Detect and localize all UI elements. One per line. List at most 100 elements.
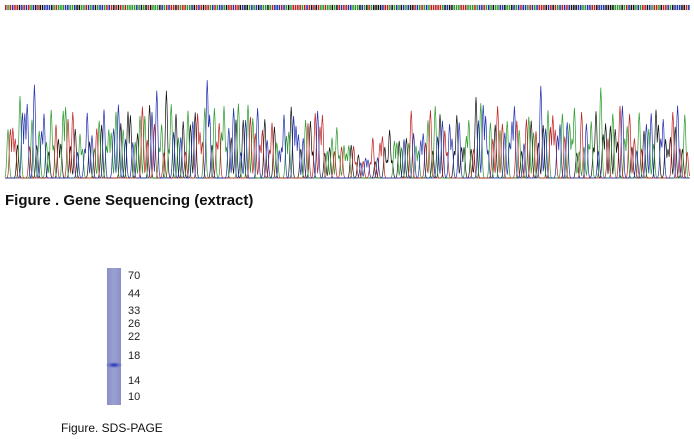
sequence-base — [205, 5, 207, 10]
sequence-base — [361, 5, 363, 10]
sequence-base — [292, 5, 294, 10]
sequence-base — [276, 5, 278, 10]
sequence-base — [616, 5, 619, 10]
sequence-base — [21, 5, 23, 10]
sequence-base — [297, 5, 299, 10]
sequence-base — [191, 5, 193, 10]
sequence-base — [419, 5, 421, 10]
sequence-base — [327, 5, 329, 10]
sequence-base — [90, 5, 92, 10]
sequence-base — [16, 5, 18, 10]
sequence-base — [166, 5, 168, 10]
sequence-base — [504, 5, 506, 10]
sequence-base — [253, 5, 255, 10]
sequence-base — [189, 5, 191, 10]
sequence-base — [402, 5, 405, 10]
sequence-base — [517, 5, 520, 10]
sequence-base — [115, 5, 117, 10]
sequence-base — [596, 5, 598, 10]
sequence-base — [103, 5, 106, 10]
sequence-base — [492, 5, 495, 10]
sequence-base — [145, 5, 147, 10]
sequence-base — [389, 5, 391, 10]
sequence-base — [522, 5, 524, 10]
sequence-base — [246, 5, 248, 10]
sequence-base — [175, 5, 177, 10]
sequence-base — [48, 5, 51, 10]
sequence-base — [575, 5, 577, 10]
sequence-base — [163, 5, 166, 10]
sequence-base — [262, 5, 265, 10]
sequence-base — [591, 5, 593, 10]
sequence-base — [653, 5, 656, 10]
sequence-base — [308, 5, 311, 10]
sequence-base — [143, 5, 145, 10]
sequence-base — [221, 5, 223, 10]
sequence-base — [630, 5, 633, 10]
sequence-base — [69, 5, 71, 10]
marker-label: 26 — [128, 318, 140, 330]
protein-band — [106, 362, 122, 368]
sequence-base — [60, 5, 62, 10]
sequence-base — [665, 5, 667, 10]
marker-label: 70 — [128, 270, 140, 282]
sequence-base — [674, 5, 676, 10]
sequence-base — [649, 5, 651, 10]
sequence-base — [267, 5, 269, 10]
sequence-base — [428, 5, 430, 10]
sequence-base — [607, 5, 610, 10]
sequence-base — [131, 5, 133, 10]
sequence-base — [678, 5, 681, 10]
sequence-base — [442, 5, 444, 10]
sequence-base — [685, 5, 688, 10]
sequence-base — [635, 5, 637, 10]
sequence-base — [603, 5, 605, 10]
sequence-base — [619, 5, 621, 10]
sequence-base — [490, 5, 492, 10]
sequence-base — [476, 5, 478, 10]
sequence-base — [57, 5, 60, 10]
sequence-base — [218, 5, 221, 10]
sequence-base — [688, 5, 690, 10]
sequence-base — [644, 5, 646, 10]
sequence-base — [200, 5, 202, 10]
sequence-base — [55, 5, 58, 10]
sequence-base — [269, 5, 271, 10]
sequence-base — [258, 5, 260, 10]
sequence-base — [506, 5, 508, 10]
sequence-base — [331, 5, 334, 10]
sequence-base — [53, 5, 55, 10]
sequence-base — [462, 5, 465, 10]
sequence-base — [672, 5, 674, 10]
sequence-base — [347, 5, 350, 10]
gel-lane — [107, 268, 121, 405]
sequence-base — [108, 5, 110, 10]
sequence-base — [400, 5, 403, 10]
trace — [5, 80, 690, 179]
sequence-base — [117, 5, 120, 10]
sequence-base — [99, 5, 101, 10]
sequence-base — [552, 5, 554, 10]
sequence-base — [71, 5, 74, 10]
sequence-base — [421, 5, 423, 10]
sequence-base — [152, 5, 154, 10]
sequence-base — [230, 5, 232, 10]
sequence-base — [287, 5, 290, 10]
sequence-base — [662, 5, 665, 10]
sequence-base — [64, 5, 67, 10]
sequence-base — [520, 5, 522, 10]
sequence-base — [301, 5, 304, 10]
sequence-base — [529, 5, 531, 10]
sequence-base — [439, 5, 442, 10]
sequence-base — [609, 5, 612, 10]
sequence-base — [244, 5, 246, 10]
sequence-base — [368, 5, 370, 10]
sequence-base — [363, 5, 366, 10]
sequence-base — [412, 5, 414, 10]
sequence-base — [168, 5, 170, 10]
sequence-base — [554, 5, 557, 10]
marker-label: 14 — [128, 375, 140, 387]
sequence-base — [485, 5, 488, 10]
sequence-base — [11, 5, 14, 10]
sequence-base — [614, 5, 616, 10]
